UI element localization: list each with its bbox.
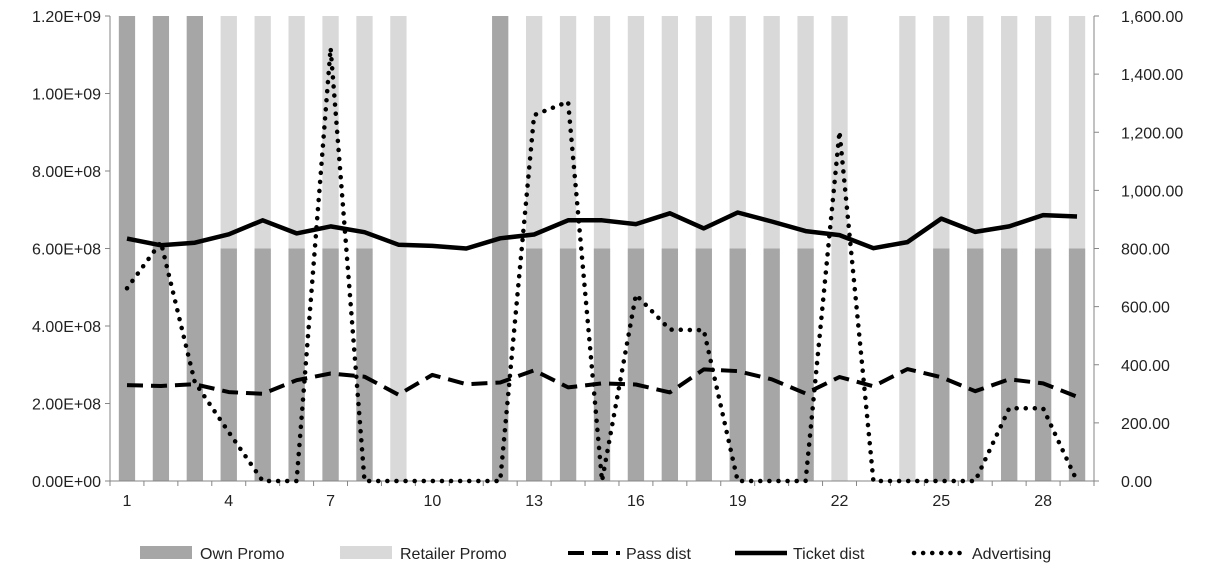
line-layer bbox=[124, 45, 1080, 484]
right-axis-tick-label: 1,000.00 bbox=[1121, 183, 1183, 200]
right-axis-tick-label: 200.00 bbox=[1121, 416, 1170, 433]
right-axis-tick-label: 800.00 bbox=[1121, 242, 1170, 259]
left-axis-tick-label: 8.00E+08 bbox=[32, 164, 101, 181]
own-promo-bar bbox=[525, 248, 543, 481]
own-promo-bar bbox=[1034, 248, 1052, 481]
own-promo-bar bbox=[322, 248, 339, 481]
right-axis-tick-label: 1,200.00 bbox=[1121, 125, 1183, 142]
tick-label-layer: 0.00E+00 2.00E+08 4.00E+08 6.00E+08 8.00E+08… bbox=[32, 9, 1183, 510]
own-promo-bar bbox=[661, 248, 679, 481]
x-axis-tick-label: 1 bbox=[123, 493, 132, 510]
axes-layer bbox=[105, 15, 1099, 486]
right-axis-tick-label: 600.00 bbox=[1121, 300, 1170, 317]
own-promo-bar bbox=[220, 248, 237, 481]
own-promo-bar bbox=[288, 248, 305, 481]
left-axis-tick-label: 0.00E+00 bbox=[32, 474, 101, 491]
x-axis-tick-label: 13 bbox=[525, 493, 543, 510]
x-axis-tick-label: 28 bbox=[1034, 493, 1052, 510]
x-axis-tick-label: 25 bbox=[932, 493, 950, 510]
right-axis-tick-label: 0.00 bbox=[1121, 474, 1152, 491]
left-axis-tick-label: 2.00E+08 bbox=[32, 397, 101, 414]
ticket-dist-line bbox=[126, 210, 1078, 251]
own-promo-bar bbox=[593, 248, 611, 481]
own-promo-bar bbox=[118, 16, 136, 481]
bar-layer bbox=[118, 16, 1086, 481]
own-promo-bar bbox=[695, 248, 712, 481]
retailer-promo-bar bbox=[390, 16, 407, 481]
own-promo-bar bbox=[186, 16, 203, 481]
left-axis-tick-label: 1.00E+09 bbox=[32, 87, 101, 104]
x-axis-tick-label: 22 bbox=[831, 493, 849, 510]
own-promo-bar bbox=[967, 248, 984, 481]
left-axis-tick-label: 1.20E+09 bbox=[32, 9, 101, 26]
legend-label-own-promo: Own Promo bbox=[200, 546, 285, 563]
x-axis-tick-label: 19 bbox=[729, 493, 747, 510]
left-axis-tick-label: 4.00E+08 bbox=[32, 319, 101, 336]
own-promo-bar bbox=[254, 248, 271, 481]
advertising-line bbox=[124, 45, 1080, 484]
own-promo-bar bbox=[729, 248, 746, 481]
own-promo-bar bbox=[492, 16, 509, 481]
own-promo-bar bbox=[356, 248, 373, 481]
x-axis-tick-label: 16 bbox=[627, 493, 645, 510]
right-axis-tick-label: 1,600.00 bbox=[1121, 9, 1183, 26]
x-axis-tick-label: 4 bbox=[224, 493, 233, 510]
own-promo-bar bbox=[1068, 248, 1086, 481]
legend: Own Promo Retailer Promo Pass dist Ticket d… bbox=[140, 546, 1051, 563]
retailer-promo-bar bbox=[831, 16, 848, 481]
legend-swatch-retailer-promo bbox=[340, 546, 392, 559]
own-promo-bar bbox=[559, 248, 577, 481]
legend-swatch-own-promo bbox=[140, 546, 192, 559]
legend-label-pass-dist: Pass dist bbox=[626, 546, 691, 563]
left-axis-tick-label: 6.00E+08 bbox=[32, 242, 101, 259]
legend-label-advertising: Advertising bbox=[972, 546, 1051, 563]
right-axis-tick-label: 400.00 bbox=[1121, 358, 1170, 375]
right-axis-tick-label: 1,400.00 bbox=[1121, 67, 1183, 84]
own-promo-bar bbox=[933, 248, 950, 481]
x-axis-tick-label: 7 bbox=[326, 493, 335, 510]
legend-label-ticket-dist: Ticket dist bbox=[793, 546, 865, 563]
own-promo-bar bbox=[627, 248, 645, 481]
own-promo-bar bbox=[1001, 248, 1018, 481]
retailer-promo-bar bbox=[899, 16, 916, 481]
own-promo-bar bbox=[797, 248, 814, 481]
legend-label-retailer-promo: Retailer Promo bbox=[400, 546, 507, 563]
x-axis-tick-label: 10 bbox=[423, 493, 441, 510]
own-promo-bar bbox=[763, 248, 780, 481]
